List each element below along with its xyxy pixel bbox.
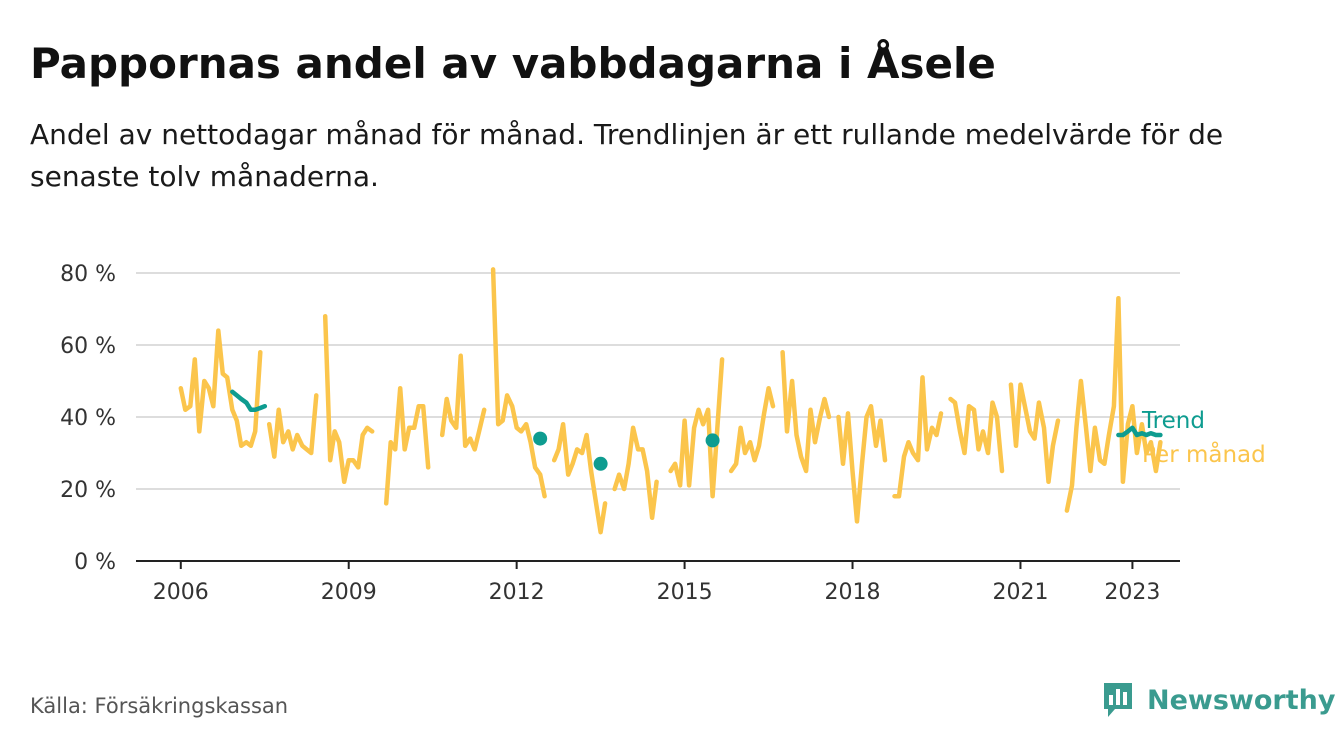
- y-tick-label: 40 %: [60, 406, 116, 431]
- source-note: Källa: Försäkringskassan: [30, 694, 289, 718]
- y-tick-label: 80 %: [60, 262, 116, 287]
- x-tick-label: 2021: [992, 580, 1048, 605]
- x-tick-label: 2023: [1104, 580, 1160, 605]
- monthly-line-segment: [490, 267, 547, 499]
- monthly-line-segment: [1008, 382, 1061, 485]
- x-tick-label: 2018: [825, 580, 881, 605]
- x-tick-label: 2015: [657, 580, 713, 605]
- monthly-line-segment: [836, 403, 888, 524]
- x-tick-label: 2009: [321, 580, 377, 605]
- brand-name: Newsworthy: [1147, 684, 1336, 716]
- trend-point: [593, 456, 608, 471]
- monthly-line-segment: [1064, 295, 1163, 513]
- legend-label-trend: Trend: [1141, 408, 1205, 434]
- chart-title: Pappornas andel av vabbdagarna i Åsele: [30, 39, 996, 88]
- monthly-line-segment: [728, 385, 776, 474]
- monthly-line-segment: [668, 357, 725, 499]
- y-tick-label: 0 %: [74, 550, 116, 575]
- monthly-line-segment: [266, 393, 319, 459]
- grid-lines: [136, 272, 1180, 490]
- monthly-line-segment: [178, 328, 263, 449]
- monthly-line-segment: [551, 421, 608, 535]
- monthly-line-segment: [612, 425, 659, 521]
- newsworthy-logo-icon: [1104, 683, 1132, 717]
- chart-subtitle: Andel av nettodagar månad för månad. Tre…: [30, 118, 1224, 193]
- trend-point: [533, 431, 548, 446]
- trend-point: [705, 433, 720, 448]
- monthly-line-segment: [383, 385, 431, 506]
- series: [178, 267, 1163, 535]
- legend-label-monthly: Per månad: [1142, 440, 1266, 468]
- monthly-line-segment: [948, 396, 1005, 474]
- trend-line-segment: [230, 389, 268, 413]
- monthly-line-segment: [322, 313, 375, 485]
- axes: 0 % 20 % 40 % 60 % 80 % 2006 2009 2012 2015 2018 2…: [60, 262, 1180, 605]
- legend: Trend Per månad: [1141, 408, 1266, 468]
- y-tick-label: 20 %: [60, 478, 116, 503]
- monthly-line-segment: [780, 349, 832, 474]
- x-tick-label: 2006: [153, 580, 209, 605]
- brand-logo[interactable]: Newsworthy: [1101, 680, 1335, 720]
- monthly-line-segment: [439, 353, 487, 452]
- x-tick-label: 2012: [489, 580, 545, 605]
- y-tick-label: 60 %: [60, 334, 116, 359]
- monthly-line-segment: [892, 375, 944, 499]
- trend-line-segment: [1116, 425, 1163, 438]
